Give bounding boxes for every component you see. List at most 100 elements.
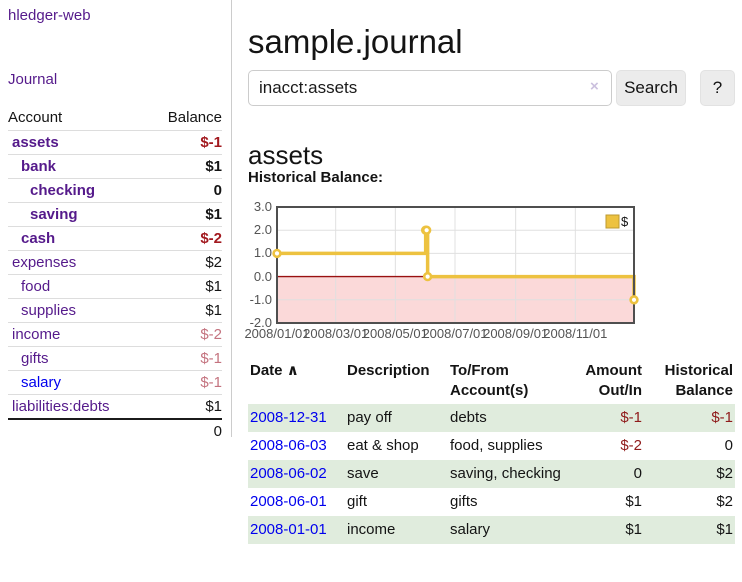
table-row: 2008-06-02 save saving, checking 0 $2 xyxy=(248,460,735,488)
data-point-marker xyxy=(629,295,639,305)
account-cell: cash xyxy=(8,226,148,251)
account-link[interactable]: gifts xyxy=(21,350,49,367)
accounts-total-value: 0 xyxy=(147,418,222,443)
account-link[interactable]: bank xyxy=(21,158,57,175)
accounts-total-row: 0 xyxy=(8,418,222,443)
balance-cell: $1 xyxy=(716,521,733,538)
account-row: gifts $-1 xyxy=(8,346,222,371)
data-point-marker xyxy=(421,225,432,235)
amount-cell: $-2 xyxy=(620,437,642,454)
account-link[interactable]: income xyxy=(12,326,61,343)
account-row: food $1 xyxy=(8,274,222,299)
account-row: cash $-2 xyxy=(8,226,222,251)
brand-link[interactable]: hledger-web xyxy=(8,7,91,24)
date-link[interactable]: 2008-01-01 xyxy=(250,521,327,538)
balance-cell: 0 xyxy=(724,437,733,454)
account-link[interactable]: salary xyxy=(21,374,62,391)
description-cell: save xyxy=(347,465,379,482)
accounts-header-balance: Balance xyxy=(167,109,222,126)
amount-cell: $-1 xyxy=(620,409,642,426)
plot-border xyxy=(276,206,635,324)
account-row: assets $-1 xyxy=(8,130,222,155)
accounts-cell: debts xyxy=(450,409,487,426)
date-link[interactable]: 2008-06-01 xyxy=(250,493,327,510)
account-link[interactable]: assets xyxy=(12,134,59,151)
accounts-header-account: Account xyxy=(8,109,63,126)
register-table: Date ∧ Description To/From Account(s) Amoun… xyxy=(248,358,735,544)
table-row: 2008-06-01 gift gifts $1 $2 xyxy=(248,488,735,516)
account-link[interactable]: supplies xyxy=(21,302,77,319)
account-balance: $-2 xyxy=(147,226,222,251)
register-col-date[interactable]: Date ∧ xyxy=(250,362,299,379)
account-link[interactable]: saving xyxy=(30,206,78,223)
account-balance: $2 xyxy=(147,250,222,275)
account-link[interactable]: checking xyxy=(30,182,96,199)
x-axis-label: 2008/09/01 xyxy=(483,326,549,341)
y-axis-label: -2.0 xyxy=(249,315,272,330)
account-balance: $1 xyxy=(147,394,222,419)
date-cell: 2008-01-01 xyxy=(248,516,345,544)
description-cell: gift xyxy=(347,493,368,510)
y-axis-label: 0.0 xyxy=(253,268,272,284)
account-row: bank $1 xyxy=(8,154,222,179)
account-row: supplies $1 xyxy=(8,298,222,323)
y-axis-label: 2.0 xyxy=(253,222,272,238)
y-axis-label: 1.0 xyxy=(253,245,272,261)
account-balance: $-1 xyxy=(147,346,222,371)
accounts-table-body: assets $-1 bank $1 checking 0 saving $1 cash $-2 e… xyxy=(8,130,222,419)
amount-cell: $1 xyxy=(625,521,642,538)
register-col-historical: Historical Balance xyxy=(664,362,733,399)
date-link[interactable]: 2008-06-03 xyxy=(250,437,327,454)
amount-cell: $1 xyxy=(625,493,642,510)
clear-search-icon[interactable]: × xyxy=(590,78,599,95)
search-button[interactable]: Search xyxy=(616,70,686,106)
accounts-cell: food, supplies xyxy=(450,437,543,454)
description-cell: eat & shop xyxy=(347,437,419,454)
account-cell: liabilities:debts xyxy=(8,394,148,419)
account-row: checking 0 xyxy=(8,178,222,203)
accounts-cell: gifts xyxy=(450,493,478,510)
account-balance: $1 xyxy=(147,274,222,299)
account-link[interactable]: food xyxy=(21,278,51,295)
account-row: salary $-1 xyxy=(8,370,222,395)
account-balance: $1 xyxy=(147,154,222,179)
search-input[interactable] xyxy=(248,70,612,106)
date-cell: 2008-12-31 xyxy=(248,404,345,432)
register-col-description: Description xyxy=(347,362,430,379)
sidebar: hledger-web Journal Account Balance asse… xyxy=(0,0,232,443)
sidebar-item-journal[interactable]: Journal xyxy=(8,71,58,88)
accounts-total-spacer xyxy=(8,418,148,443)
account-cell: food xyxy=(8,274,148,299)
table-row: 2008-12-31 pay off debts $-1 $-1 xyxy=(248,404,735,432)
data-point-marker xyxy=(272,248,282,259)
balance-cell: $2 xyxy=(716,493,733,510)
register-table-body: 2008-12-31 pay off debts $-1 $-1 2008-06-03 ea… xyxy=(248,404,735,544)
account-cell: assets xyxy=(8,130,148,155)
x-axis-label: 2008/07/01 xyxy=(422,326,488,341)
account-link[interactable]: cash xyxy=(21,230,56,247)
account-cell: supplies xyxy=(8,298,148,323)
account-cell: expenses xyxy=(8,250,148,275)
page-title: sample.journal xyxy=(248,23,463,61)
legend-label: $ xyxy=(621,214,629,229)
x-axis-label: 2008/11/01 xyxy=(543,326,608,341)
register-col-amount: Amount Out/In xyxy=(585,362,642,399)
account-link[interactable]: liabilities:debts xyxy=(12,398,110,415)
accounts-table-header: Account Balance xyxy=(8,106,222,131)
account-row: liabilities:debts $1 xyxy=(8,394,222,419)
amount-cell: 0 xyxy=(633,465,642,482)
register-col-to-from: To/From Account(s) xyxy=(450,362,529,399)
account-balance: 0 xyxy=(147,178,222,203)
chart-plot-area[interactable]: $ xyxy=(272,206,639,324)
date-cell: 2008-06-02 xyxy=(248,460,345,488)
accounts-cell: saving, checking xyxy=(450,465,561,482)
table-row: 2008-06-03 eat & shop food, supplies $-2 0 xyxy=(248,432,735,460)
date-link[interactable]: 2008-12-31 xyxy=(250,409,327,426)
balance-chart: $ 3.0 2.0 1.0 0.0 -1.0 -2.0 2008/01/01 2008/03/… xyxy=(244,199,688,350)
account-row: income $-2 xyxy=(8,322,222,347)
account-link[interactable]: expenses xyxy=(12,254,77,271)
chart-title: Historical Balance: xyxy=(248,169,384,186)
help-button[interactable]: ? xyxy=(700,70,735,106)
date-link[interactable]: 2008-06-02 xyxy=(250,465,327,482)
account-row: expenses $2 xyxy=(8,250,222,275)
